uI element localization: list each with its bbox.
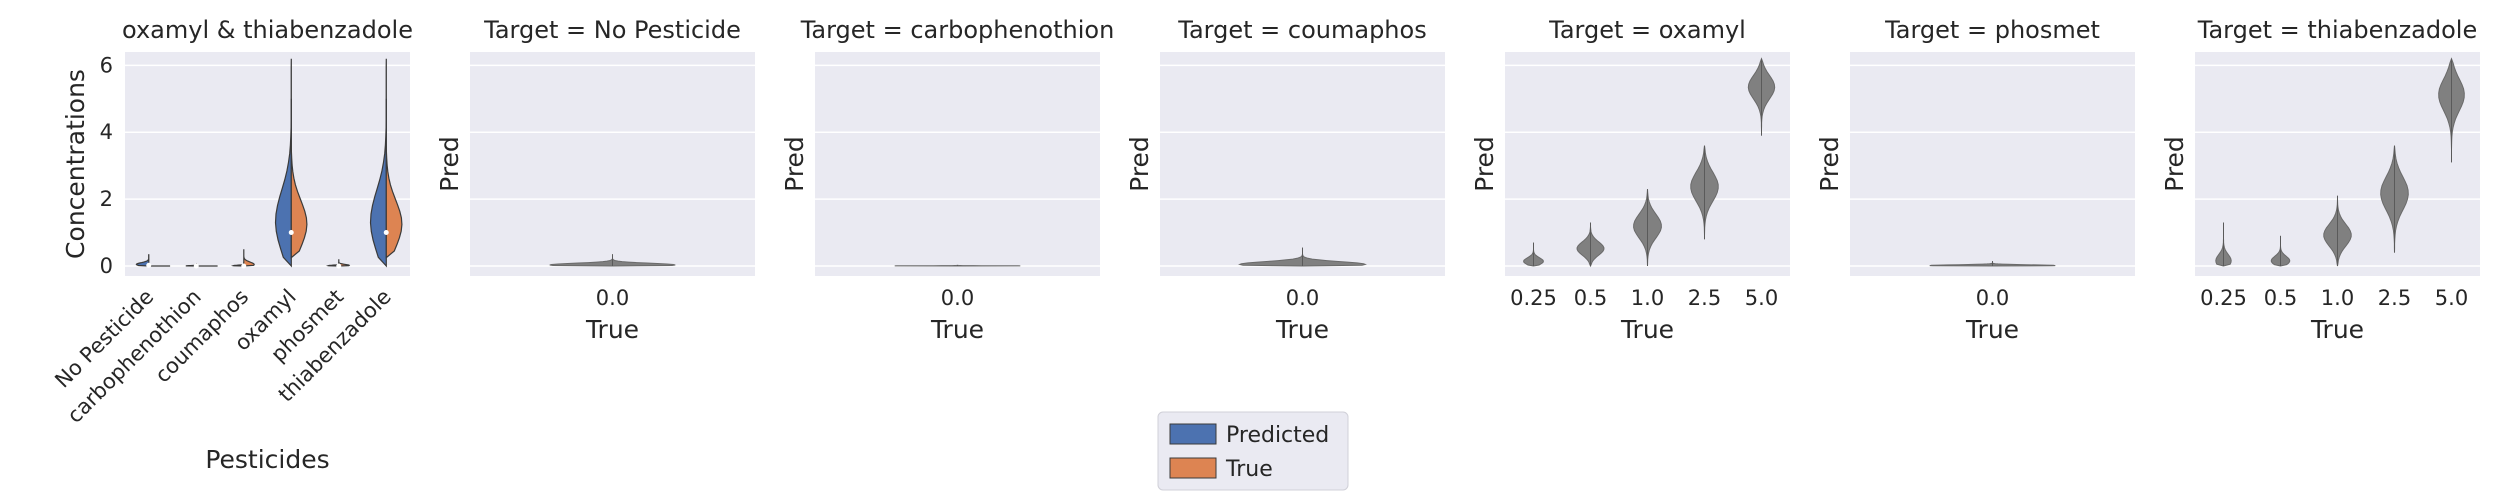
x-axis-label: True xyxy=(1965,315,2019,344)
panel-title: oxamyl & thiabenzadole xyxy=(122,16,413,44)
legend: Predicted True xyxy=(1157,411,1349,491)
x-tick-label: 2.5 xyxy=(1688,286,1721,310)
x-axis-label: True xyxy=(2310,315,2364,344)
legend-label-predicted: Predicted xyxy=(1226,423,1329,448)
violin-true-phosmet xyxy=(338,259,351,267)
x-tick-label: 5.0 xyxy=(1745,286,1778,310)
x-tick-label: 0.0 xyxy=(1976,286,2009,310)
x-axis-label: True xyxy=(585,315,639,344)
x-axis-label: True xyxy=(1275,315,1329,344)
x-tick-label: 2.5 xyxy=(2378,286,2411,310)
panel-title: Target = coumaphos xyxy=(1177,16,1426,44)
y-axis-label: Pred xyxy=(435,136,464,192)
x-tick-label: 5.0 xyxy=(2435,286,2468,310)
y-tick-label: 2 xyxy=(100,187,113,211)
plot-background xyxy=(1160,52,1445,276)
plot-background xyxy=(815,52,1100,276)
x-axis-label: Pesticides xyxy=(205,445,329,474)
panel-title: Target = No Pesticide xyxy=(483,16,741,44)
legend-label-true: True xyxy=(1225,457,1273,482)
median-marker xyxy=(146,262,152,268)
panel-title: Target = oxamyl xyxy=(1548,16,1746,44)
y-axis-label: Pred xyxy=(780,136,809,192)
plot-background xyxy=(1850,52,2135,276)
legend-swatch-true xyxy=(1169,457,1217,479)
panel-3: Target = carbophenothion Pred 0.0 True xyxy=(780,16,1114,344)
violin-predicted-thiabenzadole xyxy=(369,58,387,268)
panel-title: Target = thiabenzadole xyxy=(2197,16,2477,44)
panel-2: Target = No Pesticide Pred 0.0 True xyxy=(435,16,755,344)
median-marker xyxy=(336,263,342,269)
x-axis-label: True xyxy=(930,315,984,344)
y-tick-label: 6 xyxy=(100,53,113,77)
y-axis-label: Pred xyxy=(2160,136,2189,192)
median-marker xyxy=(241,263,247,269)
panel-5: Target = oxamyl Pred 0.25 0.5 1.0 2.5 5.0 True xyxy=(1470,16,1790,344)
y-tick-label: 0 xyxy=(100,254,113,278)
x-tick-label: 0.5 xyxy=(1574,286,1607,310)
violin-true-thiabenzadole xyxy=(385,98,403,259)
panel-title: Target = carbophenothion xyxy=(800,16,1115,44)
violin-predicted-no-pesticide xyxy=(135,254,150,267)
y-axis-label: Pred xyxy=(1815,136,1844,192)
violin-true-oxamyl xyxy=(290,98,308,259)
x-tick-label: 0.0 xyxy=(1286,286,1319,310)
median-marker xyxy=(193,263,199,269)
violin-predicted-oxamyl xyxy=(274,58,292,268)
x-tick-label: 0.5 xyxy=(2264,286,2297,310)
plot-background xyxy=(125,52,410,276)
x-tick-label: 1.0 xyxy=(1631,286,1664,310)
panel-title: Target = phosmet xyxy=(1884,16,2100,44)
y-axis-label: Pred xyxy=(1470,136,1499,192)
x-tick-label: 0.0 xyxy=(941,286,974,310)
violin-true-coumaphos xyxy=(243,249,255,267)
plot-background xyxy=(470,52,755,276)
legend-swatch-predicted xyxy=(1169,423,1217,445)
x-tick-label: 0.25 xyxy=(2200,286,2247,310)
y-axis-label: Concentrations xyxy=(61,69,90,259)
panel-6: Target = phosmet Pred 0.0 True xyxy=(1815,16,2135,344)
y-axis-label: Pred xyxy=(1125,136,1154,192)
y-tick-label: 4 xyxy=(100,120,113,144)
x-tick-label: 0.25 xyxy=(1510,286,1557,310)
x-axis-label: True xyxy=(1620,315,1674,344)
x-tick-label: 1.0 xyxy=(2321,286,2354,310)
median-marker xyxy=(383,230,389,236)
x-tick-label: 0.0 xyxy=(596,286,629,310)
median-marker xyxy=(288,230,294,236)
panel-4: Target = coumaphos Pred 0.0 True xyxy=(1125,16,1445,344)
panel-7: Target = thiabenzadole Pred 0.25 0.5 1.0 2.5 5… xyxy=(2160,16,2480,344)
